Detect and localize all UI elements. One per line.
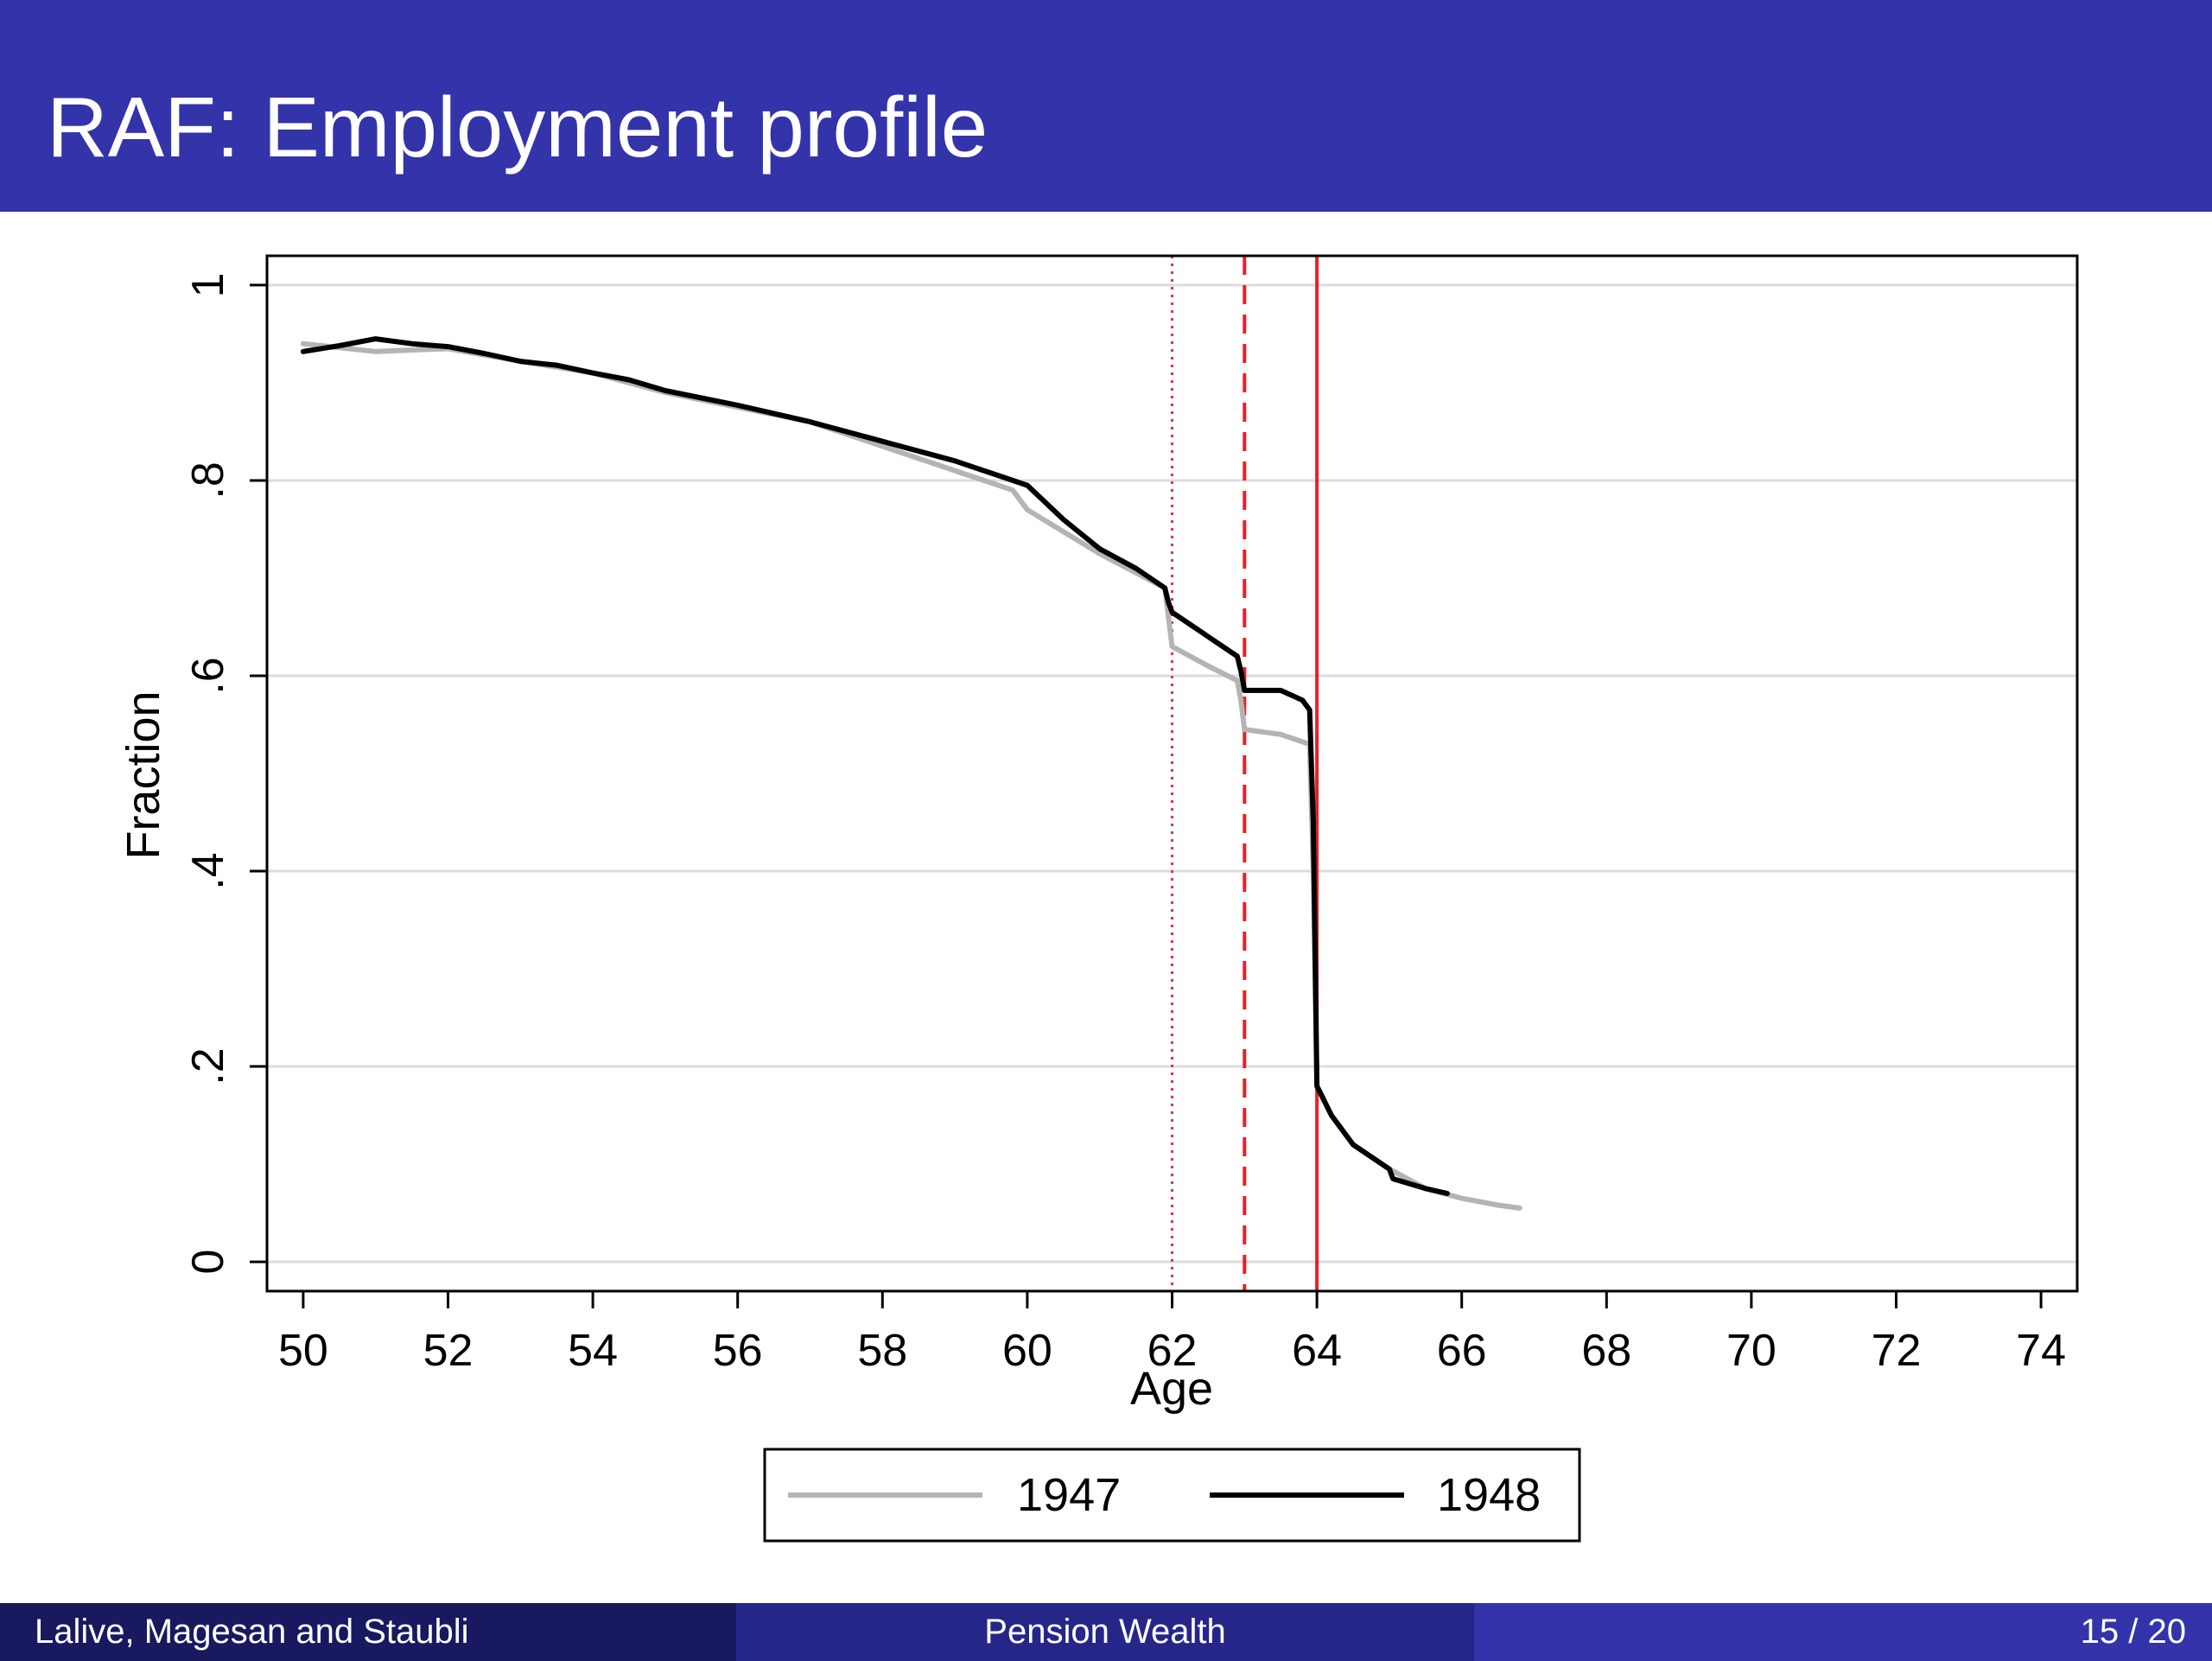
x-tick-label: 68 xyxy=(1581,1326,1631,1376)
legend-label-1947: 1947 xyxy=(1017,1469,1121,1521)
x-tick-label: 52 xyxy=(423,1326,474,1376)
x-tick-label: 74 xyxy=(2016,1326,2066,1376)
y-tick-label: .8 xyxy=(183,461,233,499)
reference-lines xyxy=(1171,256,1319,1291)
x-tick-label: 64 xyxy=(1292,1326,1342,1376)
y-tick-label: 0 xyxy=(183,1250,233,1275)
y-tick-label: .2 xyxy=(183,1047,233,1085)
x-tick-label: 60 xyxy=(1002,1326,1052,1376)
x-tick-label: 56 xyxy=(713,1326,763,1376)
y-tick-label: .6 xyxy=(183,657,233,694)
x-tick-label: 50 xyxy=(278,1326,328,1376)
x-axis-title: Age xyxy=(1130,1363,1213,1415)
series-line-1948 xyxy=(300,336,1450,1196)
slide-footer: Lalive, Magesan and Staubli Pension Weal… xyxy=(0,1603,2212,1661)
x-tick-label: 70 xyxy=(1726,1326,1777,1376)
x-tick-label: 62 xyxy=(1147,1326,1198,1376)
footer-page-number: 15 / 20 xyxy=(2080,1613,2186,1651)
footer-talk-title: Pension Wealth xyxy=(984,1613,1226,1651)
x-tick-label: 58 xyxy=(857,1326,907,1376)
legend: 1947 1948 xyxy=(763,1448,1581,1543)
footer-title-section: Pension Wealth xyxy=(736,1603,1474,1661)
grid-lines xyxy=(267,283,2077,1263)
slide-title: RAF: Employment profile xyxy=(47,80,988,175)
x-tick-label: 54 xyxy=(568,1326,618,1376)
x-tick-label: 66 xyxy=(1437,1326,1487,1376)
legend-label-1948: 1948 xyxy=(1437,1469,1541,1521)
footer-page-section: 15 / 20 xyxy=(1474,1603,2212,1661)
series-lines xyxy=(300,336,1522,1211)
slide-title-bar: RAF: Employment profile xyxy=(0,0,2212,212)
y-tick-label: .4 xyxy=(183,852,233,889)
y-tick-label: 1 xyxy=(183,272,233,297)
series-line-1947 xyxy=(300,340,1522,1211)
x-tick-label: 72 xyxy=(1872,1326,1922,1376)
footer-authors: Lalive, Magesan and Staubli xyxy=(35,1613,469,1651)
y-axis-title: Fraction xyxy=(118,690,169,859)
footer-authors-section: Lalive, Magesan and Staubli xyxy=(0,1603,736,1661)
employment-profile-chart: 0 .2 .4 .6 .8 1 50 52 54 56 58 60 62 64 66 68 70 72 74 Age… xyxy=(118,254,2079,1543)
axes: 0 .2 .4 .6 .8 1 50 52 54 56 58 60 62 64 66 68 70 72 74 xyxy=(183,272,2066,1376)
